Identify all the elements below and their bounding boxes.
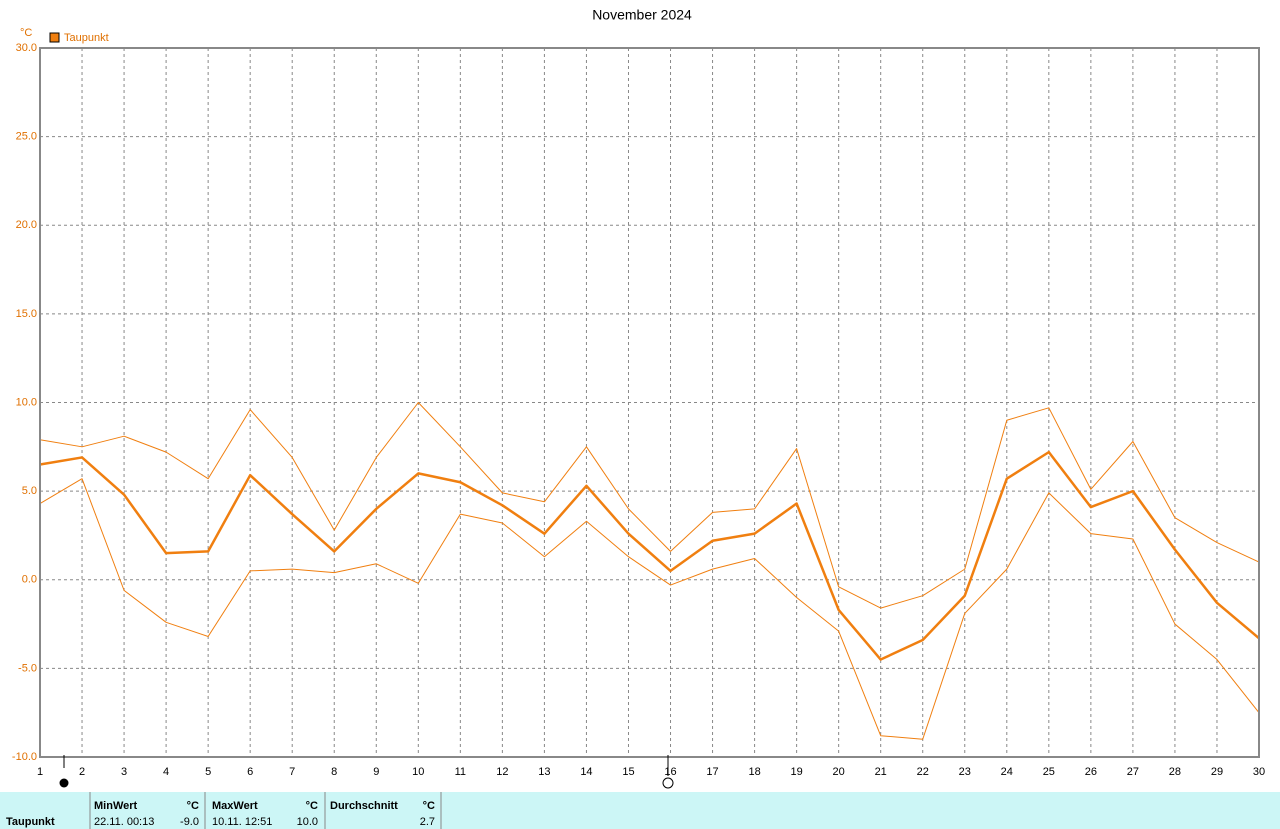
- series-line: [39, 478, 1260, 740]
- cell-value: 10.0: [297, 816, 318, 828]
- x-tick-label: 7: [289, 766, 295, 778]
- x-tick-label: 10: [412, 766, 424, 778]
- column-unit: °C: [423, 800, 435, 812]
- x-tick-label: 2: [79, 766, 85, 778]
- column-unit: °C: [306, 800, 318, 812]
- x-tick-label: 30: [1253, 766, 1265, 778]
- x-tick-label: 6: [247, 766, 253, 778]
- x-tick-label: 1: [37, 766, 43, 778]
- x-tick-label: 14: [580, 766, 592, 778]
- cell-value: 2.7: [420, 816, 435, 828]
- x-tick-label: 4: [163, 766, 169, 778]
- x-tick-label: 22: [917, 766, 929, 778]
- x-tick-label: 28: [1169, 766, 1181, 778]
- new-moon: [59, 778, 69, 788]
- y-tick-label: 5.0: [22, 485, 37, 497]
- y-tick-label: 10.0: [16, 396, 37, 408]
- x-tick-label: 20: [833, 766, 845, 778]
- x-tick-label: 25: [1043, 766, 1055, 778]
- x-tick-label: 23: [959, 766, 971, 778]
- row-label: Taupunkt: [6, 816, 55, 828]
- x-tick-label: 27: [1127, 766, 1139, 778]
- column-header: MaxWert: [212, 800, 258, 812]
- grid: [39, 47, 1260, 758]
- summary-table: Taupunkt MinWert °C 22.11. 00:13 -9.0 Ma…: [0, 792, 1280, 829]
- x-tick-label: 26: [1085, 766, 1097, 778]
- cell-value: -9.0: [180, 816, 199, 828]
- y-tick-label: 25.0: [16, 131, 37, 143]
- x-tick-label: 15: [622, 766, 634, 778]
- full-moon: [662, 777, 674, 789]
- y-tick-label: 20.0: [16, 219, 37, 231]
- series-line: [39, 402, 1260, 609]
- legend-label: Taupunkt: [64, 32, 109, 44]
- series-line: [39, 450, 1260, 661]
- lines: [39, 402, 1260, 740]
- column-unit: °C: [187, 800, 199, 812]
- x-tick-label: 29: [1211, 766, 1223, 778]
- x-tick-label: 19: [790, 766, 802, 778]
- y-tick-label: 15.0: [16, 308, 37, 320]
- y-tick-label: -10.0: [12, 751, 37, 763]
- cell-time: 22.11. 00:13: [94, 816, 154, 828]
- y-tick-label: 30.0: [16, 42, 37, 54]
- x-tick-label: 18: [748, 766, 760, 778]
- y-tick-label: -5.0: [18, 662, 37, 674]
- chart-title: November 2024: [592, 7, 692, 23]
- column-header: MinWert: [94, 800, 138, 812]
- legend-swatch: [49, 32, 60, 43]
- plot-frame: [39, 47, 1260, 758]
- x-tick-label: 16: [664, 766, 676, 778]
- y-unit: °C: [20, 27, 32, 39]
- x-tick-label: 17: [706, 766, 718, 778]
- y-tick-label: 0.0: [22, 574, 37, 586]
- x-tick-label: 5: [205, 766, 211, 778]
- x-tick-label: 24: [1001, 766, 1013, 778]
- x-tick-label: 9: [373, 766, 379, 778]
- x-tick-label: 11: [455, 766, 466, 778]
- x-tick-label: 12: [496, 766, 508, 778]
- x-tick-label: 8: [331, 766, 337, 778]
- column-header: Durchschnitt: [330, 800, 398, 812]
- table-background: [0, 792, 1280, 829]
- cell-time: 10.11. 12:51: [212, 816, 272, 828]
- x-tick-label: 3: [121, 766, 127, 778]
- x-tick-label: 13: [538, 766, 550, 778]
- legend: Taupunkt: [49, 32, 109, 44]
- x-tick-label: 21: [875, 766, 887, 778]
